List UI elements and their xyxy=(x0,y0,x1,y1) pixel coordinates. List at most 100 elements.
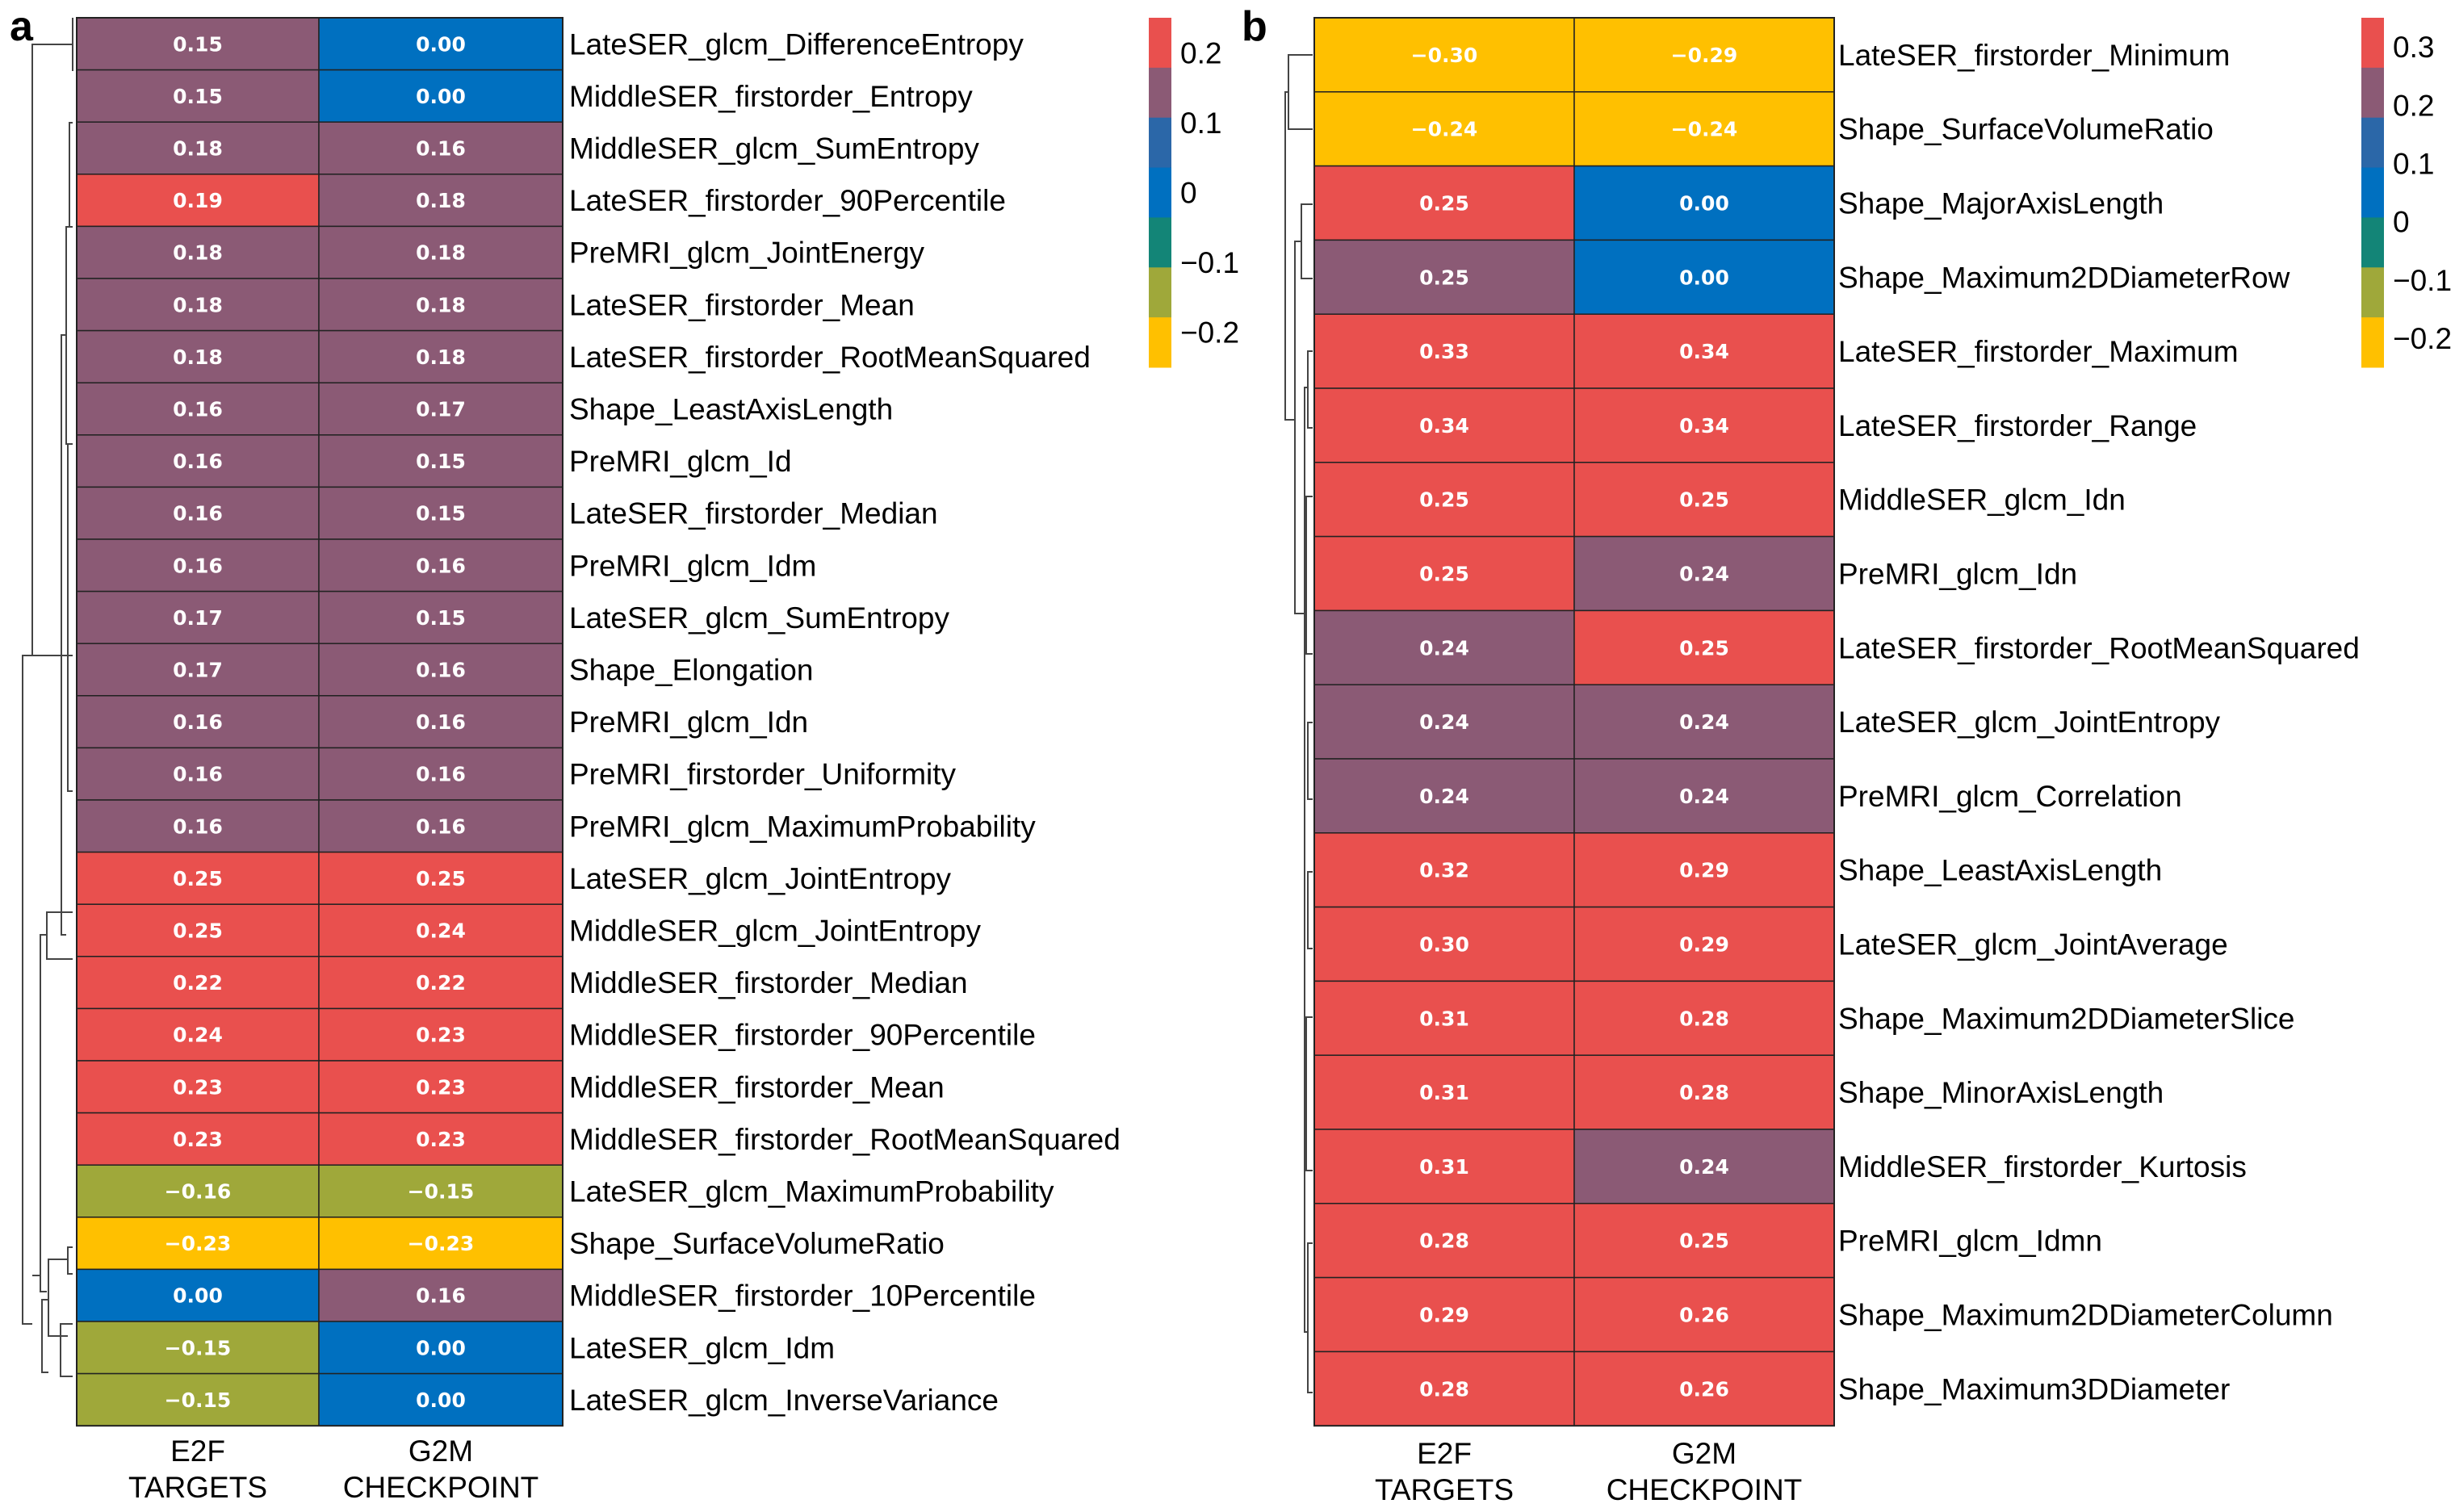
panel-a-legend: 0.2 0.1 0 −0.1 −0.2 xyxy=(1149,18,1239,368)
cell-value: 0.25 xyxy=(173,919,223,943)
row-label: LateSER_glcm_JointEntropy xyxy=(1838,706,2221,739)
row-label: PreMRI_glcm_Idm xyxy=(569,549,816,582)
dendrogram-branch xyxy=(1307,871,1313,949)
cell-value: 0.24 xyxy=(1419,785,1469,808)
row-label: Shape_MinorAxisLength xyxy=(1838,1076,2164,1109)
dendrogram-branch xyxy=(41,1299,48,1373)
dendrogram-branch xyxy=(65,226,73,445)
cell-value: 0.15 xyxy=(416,502,466,526)
row-label: Shape_MajorAxisLength xyxy=(1838,187,2164,220)
cell-value: 0.24 xyxy=(1679,785,1729,808)
heatmap-frame xyxy=(1313,17,1835,1427)
row-label: LateSER_firstorder_RootMeanSquared xyxy=(569,341,1091,374)
cell-value: 0.25 xyxy=(1419,266,1469,289)
row-label: LateSER_glcm_SumEntropy xyxy=(569,601,949,635)
panel-b: b −0.30 −0.29 −0.24 −0.24 0.25 0.00 0.25 0.00 0.… xyxy=(1242,3,2452,1506)
cell-value: 0.22 xyxy=(416,971,466,995)
heatmap-cell xyxy=(1313,906,1575,982)
cell-value: 0.25 xyxy=(1419,563,1469,586)
legend-tick-label: 0.2 xyxy=(2393,89,2434,122)
heatmap-cell xyxy=(1573,462,1835,538)
row-label: PreMRI_glcm_MaximumProbability xyxy=(569,810,1036,843)
dendrogram-branch xyxy=(48,1259,68,1337)
panel-a-row-labels: LateSER_glcm_DifferenceEntropy MiddleSER_… xyxy=(569,27,1121,1417)
row-label: MiddleSER_firstorder_Kurtosis xyxy=(1838,1150,2247,1183)
row-label: Shape_Maximum2DDiameterColumn xyxy=(1838,1299,2333,1332)
column-label: G2M xyxy=(408,1435,473,1468)
heatmap-cell xyxy=(318,695,563,749)
column-label: E2F xyxy=(1417,1437,1472,1470)
dendrogram-branch xyxy=(60,1323,73,1377)
column-label: TARGETS xyxy=(128,1471,267,1504)
cell-value: 0.34 xyxy=(1419,414,1469,438)
legend-band xyxy=(2361,167,2384,218)
cell-value: 0.16 xyxy=(416,815,466,838)
cell-value: 0.25 xyxy=(1419,192,1469,216)
dendrogram-branch xyxy=(22,655,40,1325)
cell-value: 0.26 xyxy=(1679,1304,1729,1327)
cell-value: 0.34 xyxy=(1679,340,1729,363)
heatmap-cell xyxy=(1313,832,1575,908)
row-label: Shape_Elongation xyxy=(569,654,813,687)
cell-value: 0.31 xyxy=(1419,1007,1469,1030)
row-label: LateSER_firstorder_90Percentile xyxy=(569,184,1006,217)
legend-band xyxy=(2361,117,2384,169)
heatmap-cell xyxy=(76,278,320,332)
cell-value: 0.19 xyxy=(173,189,223,212)
row-label: LateSER_firstorder_RootMeanSquared xyxy=(1838,631,2360,664)
heatmap-cell xyxy=(318,643,563,697)
cell-value: −0.29 xyxy=(1671,44,1738,67)
row-label: LateSER_firstorder_Minimum xyxy=(1838,39,2230,72)
dendrogram-branch xyxy=(67,443,73,792)
legend-band xyxy=(1149,217,1171,268)
legend-tick-label: 0.1 xyxy=(1180,107,1221,140)
cell-value: 0.31 xyxy=(1419,1155,1469,1179)
row-label: LateSER_glcm_InverseVariance xyxy=(569,1384,999,1417)
heatmap-cell xyxy=(1573,17,1835,93)
cell-value: 0.00 xyxy=(416,1388,466,1412)
row-label: LateSER_firstorder_Median xyxy=(569,497,938,530)
cell-value: −0.15 xyxy=(165,1388,232,1412)
row-label: Shape_LeastAxisLength xyxy=(569,393,893,426)
heatmap-cell xyxy=(318,1268,563,1322)
row-label: LateSER_firstorder_Mean xyxy=(569,288,915,321)
cell-value: 0.16 xyxy=(173,398,223,421)
row-label: PreMRI_glcm_Idmn xyxy=(1838,1225,2102,1258)
cell-value: 0.29 xyxy=(1419,1304,1469,1327)
heatmap-cell xyxy=(76,1217,320,1271)
row-label: LateSER_glcm_JointAverage xyxy=(1838,928,2228,961)
heatmap-cell xyxy=(318,382,563,436)
legend-tick-label: −0.2 xyxy=(1180,316,1239,350)
cell-value: 0.26 xyxy=(1679,1377,1729,1401)
cell-value: 0.23 xyxy=(416,1075,466,1099)
row-label: MiddleSER_glcm_SumEntropy xyxy=(569,132,979,165)
legend-tick-label: −0.2 xyxy=(2393,322,2452,355)
heatmap-cell xyxy=(76,17,320,71)
heatmap-cell xyxy=(76,956,320,1010)
cell-value: 0.16 xyxy=(416,554,466,577)
legend-band xyxy=(1149,67,1171,119)
heatmap-cell xyxy=(1573,313,1835,389)
row-label: Shape_Maximum2DDiameterRow xyxy=(1838,261,2290,294)
legend-tick-label: 0 xyxy=(1180,177,1197,210)
row-label: PreMRI_firstorder_Uniformity xyxy=(569,758,957,791)
row-label: Shape_SurfaceVolumeRatio xyxy=(1838,113,2214,146)
heatmap-cell xyxy=(318,434,563,488)
row-label: LateSER_glcm_Idm xyxy=(569,1331,835,1364)
cell-value: 0.18 xyxy=(173,137,223,161)
column-label: E2F xyxy=(170,1435,225,1468)
cell-value: 0.16 xyxy=(173,554,223,577)
panel-a-dendrogram xyxy=(22,18,73,1377)
cell-value: 0.28 xyxy=(1679,1081,1729,1104)
cell-value: 0.23 xyxy=(416,1024,466,1047)
legend-band xyxy=(1149,167,1171,218)
dendrogram-branch xyxy=(1301,203,1313,279)
row-label: Shape_LeastAxisLength xyxy=(1838,854,2162,887)
cell-value: 0.23 xyxy=(416,1128,466,1151)
legend-band xyxy=(2361,18,2384,69)
dendrogram-branch xyxy=(46,911,73,960)
cell-value: 0.16 xyxy=(416,710,466,734)
heatmap-cell xyxy=(1573,1129,1835,1204)
